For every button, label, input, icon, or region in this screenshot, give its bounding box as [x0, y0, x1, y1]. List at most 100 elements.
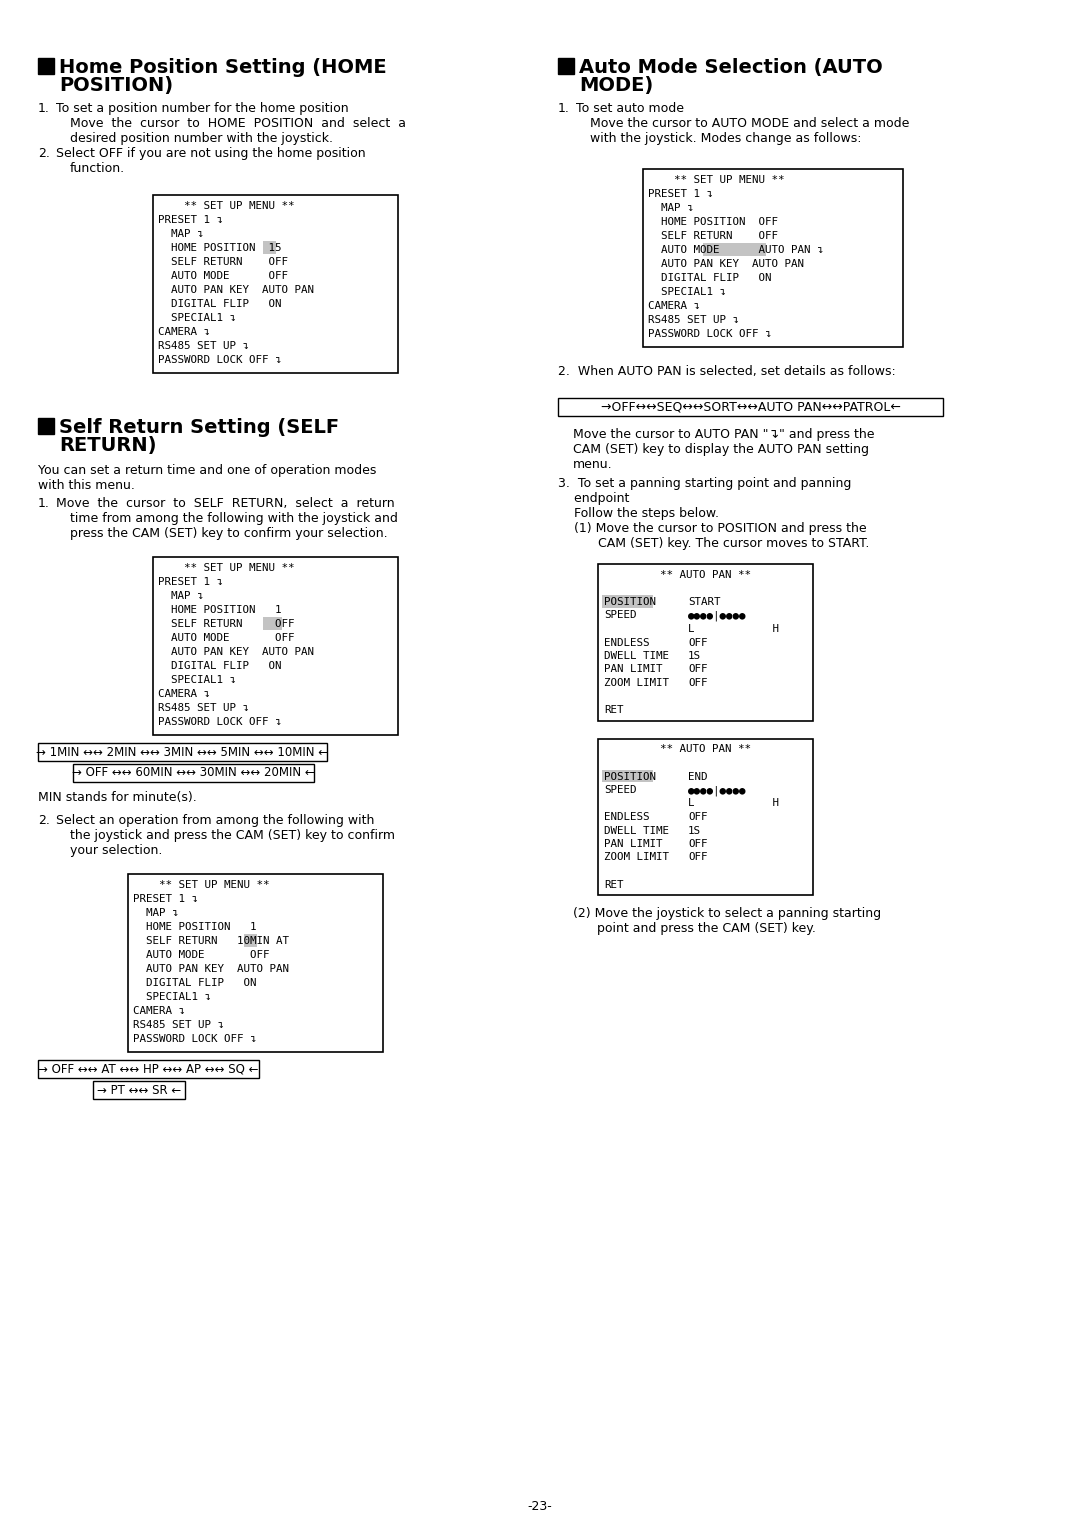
Text: END: END	[688, 772, 707, 781]
Text: POSITION): POSITION)	[59, 76, 173, 95]
Text: MAP ↴: MAP ↴	[158, 229, 203, 240]
Text: OFF: OFF	[688, 853, 707, 862]
Text: press the CAM (SET) key to confirm your selection.: press the CAM (SET) key to confirm your …	[70, 526, 388, 540]
Text: desired position number with the joystick.: desired position number with the joystic…	[70, 133, 333, 145]
Text: → OFF ↔↔ 60MIN ↔↔ 30MIN ↔↔ 20MIN ←: → OFF ↔↔ 60MIN ↔↔ 30MIN ↔↔ 20MIN ←	[72, 766, 315, 780]
Text: with this menu.: with this menu.	[38, 479, 135, 491]
Text: ** AUTO PAN **: ** AUTO PAN **	[660, 745, 751, 754]
Text: menu.: menu.	[573, 458, 612, 472]
Text: Select an operation from among the following with: Select an operation from among the follo…	[56, 813, 375, 827]
Text: RS485 SET UP ↴: RS485 SET UP ↴	[158, 340, 249, 351]
Text: OFF: OFF	[688, 839, 707, 848]
Text: 1.: 1.	[558, 102, 570, 114]
Text: OFF: OFF	[688, 664, 707, 674]
Text: CAMERA ↴: CAMERA ↴	[158, 327, 210, 337]
FancyBboxPatch shape	[153, 557, 399, 736]
Text: SELF RETURN     OFF: SELF RETURN OFF	[158, 620, 295, 629]
Text: PRESET 1 ↴: PRESET 1 ↴	[158, 577, 222, 588]
Text: ** SET UP MENU **: ** SET UP MENU **	[648, 175, 784, 185]
Text: ** SET UP MENU **: ** SET UP MENU **	[158, 201, 295, 211]
Text: HOME POSITION   1: HOME POSITION 1	[158, 604, 282, 615]
Text: PAN LIMIT: PAN LIMIT	[604, 664, 662, 674]
Text: → OFF ↔↔ AT ↔↔ HP ↔↔ AP ↔↔ SQ ←: → OFF ↔↔ AT ↔↔ HP ↔↔ AP ↔↔ SQ ←	[38, 1062, 258, 1076]
Text: POSITION: POSITION	[604, 772, 656, 781]
Text: RET: RET	[604, 705, 623, 716]
Text: SPECIAL1 ↴: SPECIAL1 ↴	[158, 674, 237, 685]
Text: ZOOM LIMIT: ZOOM LIMIT	[604, 853, 669, 862]
Text: ENDLESS: ENDLESS	[604, 812, 649, 823]
Text: SPEED: SPEED	[604, 784, 636, 795]
Text: OFF: OFF	[688, 638, 707, 647]
Text: Move the cursor to AUTO MODE and select a mode: Move the cursor to AUTO MODE and select …	[590, 118, 909, 130]
Text: DIGITAL FLIP   ON: DIGITAL FLIP ON	[133, 978, 257, 987]
FancyBboxPatch shape	[93, 1080, 185, 1099]
FancyBboxPatch shape	[73, 765, 314, 781]
Text: Home Position Setting (HOME: Home Position Setting (HOME	[59, 58, 387, 76]
Text: AUTO PAN KEY  AUTO PAN: AUTO PAN KEY AUTO PAN	[648, 259, 804, 269]
Text: SELF RETURN    OFF: SELF RETURN OFF	[158, 256, 288, 267]
Text: RET: RET	[604, 879, 623, 890]
Text: ** SET UP MENU **: ** SET UP MENU **	[133, 881, 270, 890]
FancyBboxPatch shape	[244, 934, 257, 948]
Text: Follow the steps below.: Follow the steps below.	[558, 507, 719, 520]
Text: CAM (SET) key. The cursor moves to START.: CAM (SET) key. The cursor moves to START…	[558, 537, 869, 549]
Text: PASSWORD LOCK OFF ↴: PASSWORD LOCK OFF ↴	[648, 330, 771, 339]
Text: PASSWORD LOCK OFF ↴: PASSWORD LOCK OFF ↴	[158, 717, 282, 726]
Text: (1) Move the cursor to POSITION and press the: (1) Move the cursor to POSITION and pres…	[558, 522, 866, 536]
Text: PASSWORD LOCK OFF ↴: PASSWORD LOCK OFF ↴	[133, 1035, 257, 1044]
Text: (2) Move the joystick to select a panning starting: (2) Move the joystick to select a pannin…	[573, 906, 881, 920]
Text: CAMERA ↴: CAMERA ↴	[648, 301, 700, 311]
Text: Move  the  cursor  to  HOME  POSITION  and  select  a: Move the cursor to HOME POSITION and sel…	[70, 118, 406, 130]
Text: SPECIAL1 ↴: SPECIAL1 ↴	[158, 313, 237, 324]
Text: CAM (SET) key to display the AUTO PAN setting: CAM (SET) key to display the AUTO PAN se…	[573, 443, 869, 456]
FancyBboxPatch shape	[558, 398, 943, 417]
Text: HOME POSITION  15: HOME POSITION 15	[158, 243, 282, 253]
Bar	[38, 58, 54, 73]
Text: 3.  To set a panning starting point and panning: 3. To set a panning starting point and p…	[558, 478, 851, 490]
Text: → 1MIN ↔↔ 2MIN ↔↔ 3MIN ↔↔ 5MIN ↔↔ 10MIN ←: → 1MIN ↔↔ 2MIN ↔↔ 3MIN ↔↔ 5MIN ↔↔ 10MIN …	[37, 746, 328, 758]
Text: HOME POSITION   1: HOME POSITION 1	[133, 922, 257, 932]
Text: endpoint: endpoint	[558, 491, 630, 505]
Text: function.: function.	[70, 162, 125, 175]
Text: ZOOM LIMIT: ZOOM LIMIT	[604, 678, 669, 688]
Bar	[38, 418, 54, 433]
Text: Move  the  cursor  to  SELF  RETURN,  select  a  return: Move the cursor to SELF RETURN, select a…	[56, 497, 394, 510]
Text: POSITION: POSITION	[604, 597, 656, 607]
Text: →OFF↔↔SEQ↔↔SORT↔↔AUTO PAN↔↔PATROL←: →OFF↔↔SEQ↔↔SORT↔↔AUTO PAN↔↔PATROL←	[600, 400, 901, 414]
Text: ENDLESS: ENDLESS	[604, 638, 649, 647]
Text: AUTO MODE      OFF: AUTO MODE OFF	[158, 272, 288, 281]
Text: PAN LIMIT: PAN LIMIT	[604, 839, 662, 848]
Text: SPEED: SPEED	[604, 610, 636, 621]
Text: L            H: L H	[688, 798, 779, 809]
FancyBboxPatch shape	[598, 565, 813, 720]
Text: START: START	[688, 597, 720, 607]
Text: Move the cursor to AUTO PAN "↴" and press the: Move the cursor to AUTO PAN "↴" and pres…	[573, 427, 875, 441]
Text: DIGITAL FLIP   ON: DIGITAL FLIP ON	[648, 273, 771, 282]
FancyBboxPatch shape	[129, 874, 383, 1051]
Text: -23-: -23-	[528, 1500, 552, 1512]
Text: MODE): MODE)	[579, 76, 653, 95]
Text: AUTO MODE       OFF: AUTO MODE OFF	[133, 951, 270, 960]
Text: with the joystick. Modes change as follows:: with the joystick. Modes change as follo…	[590, 133, 862, 145]
FancyBboxPatch shape	[38, 743, 327, 761]
Text: time from among the following with the joystick and: time from among the following with the j…	[70, 513, 397, 525]
Text: PRESET 1 ↴: PRESET 1 ↴	[133, 894, 198, 903]
Text: MAP ↴: MAP ↴	[133, 908, 178, 919]
Text: PRESET 1 ↴: PRESET 1 ↴	[648, 189, 713, 198]
Text: DIGITAL FLIP   ON: DIGITAL FLIP ON	[158, 661, 282, 671]
Text: DWELL TIME: DWELL TIME	[604, 652, 669, 661]
Text: L            H: L H	[688, 624, 779, 633]
Text: OFF: OFF	[688, 678, 707, 688]
Text: PASSWORD LOCK OFF ↴: PASSWORD LOCK OFF ↴	[158, 356, 282, 365]
Text: Self Return Setting (SELF: Self Return Setting (SELF	[59, 418, 339, 436]
FancyBboxPatch shape	[262, 617, 282, 630]
FancyBboxPatch shape	[602, 769, 653, 781]
Bar	[558, 58, 573, 73]
FancyBboxPatch shape	[38, 1061, 259, 1077]
Text: 1S: 1S	[688, 652, 701, 661]
Text: MAP ↴: MAP ↴	[648, 203, 693, 214]
Text: ** AUTO PAN **: ** AUTO PAN **	[660, 571, 751, 580]
Text: AUTO MODE       OFF: AUTO MODE OFF	[158, 633, 295, 642]
Text: To set auto mode: To set auto mode	[576, 102, 684, 114]
Text: AUTO MODE      AUTO PAN ↴: AUTO MODE AUTO PAN ↴	[648, 246, 824, 255]
